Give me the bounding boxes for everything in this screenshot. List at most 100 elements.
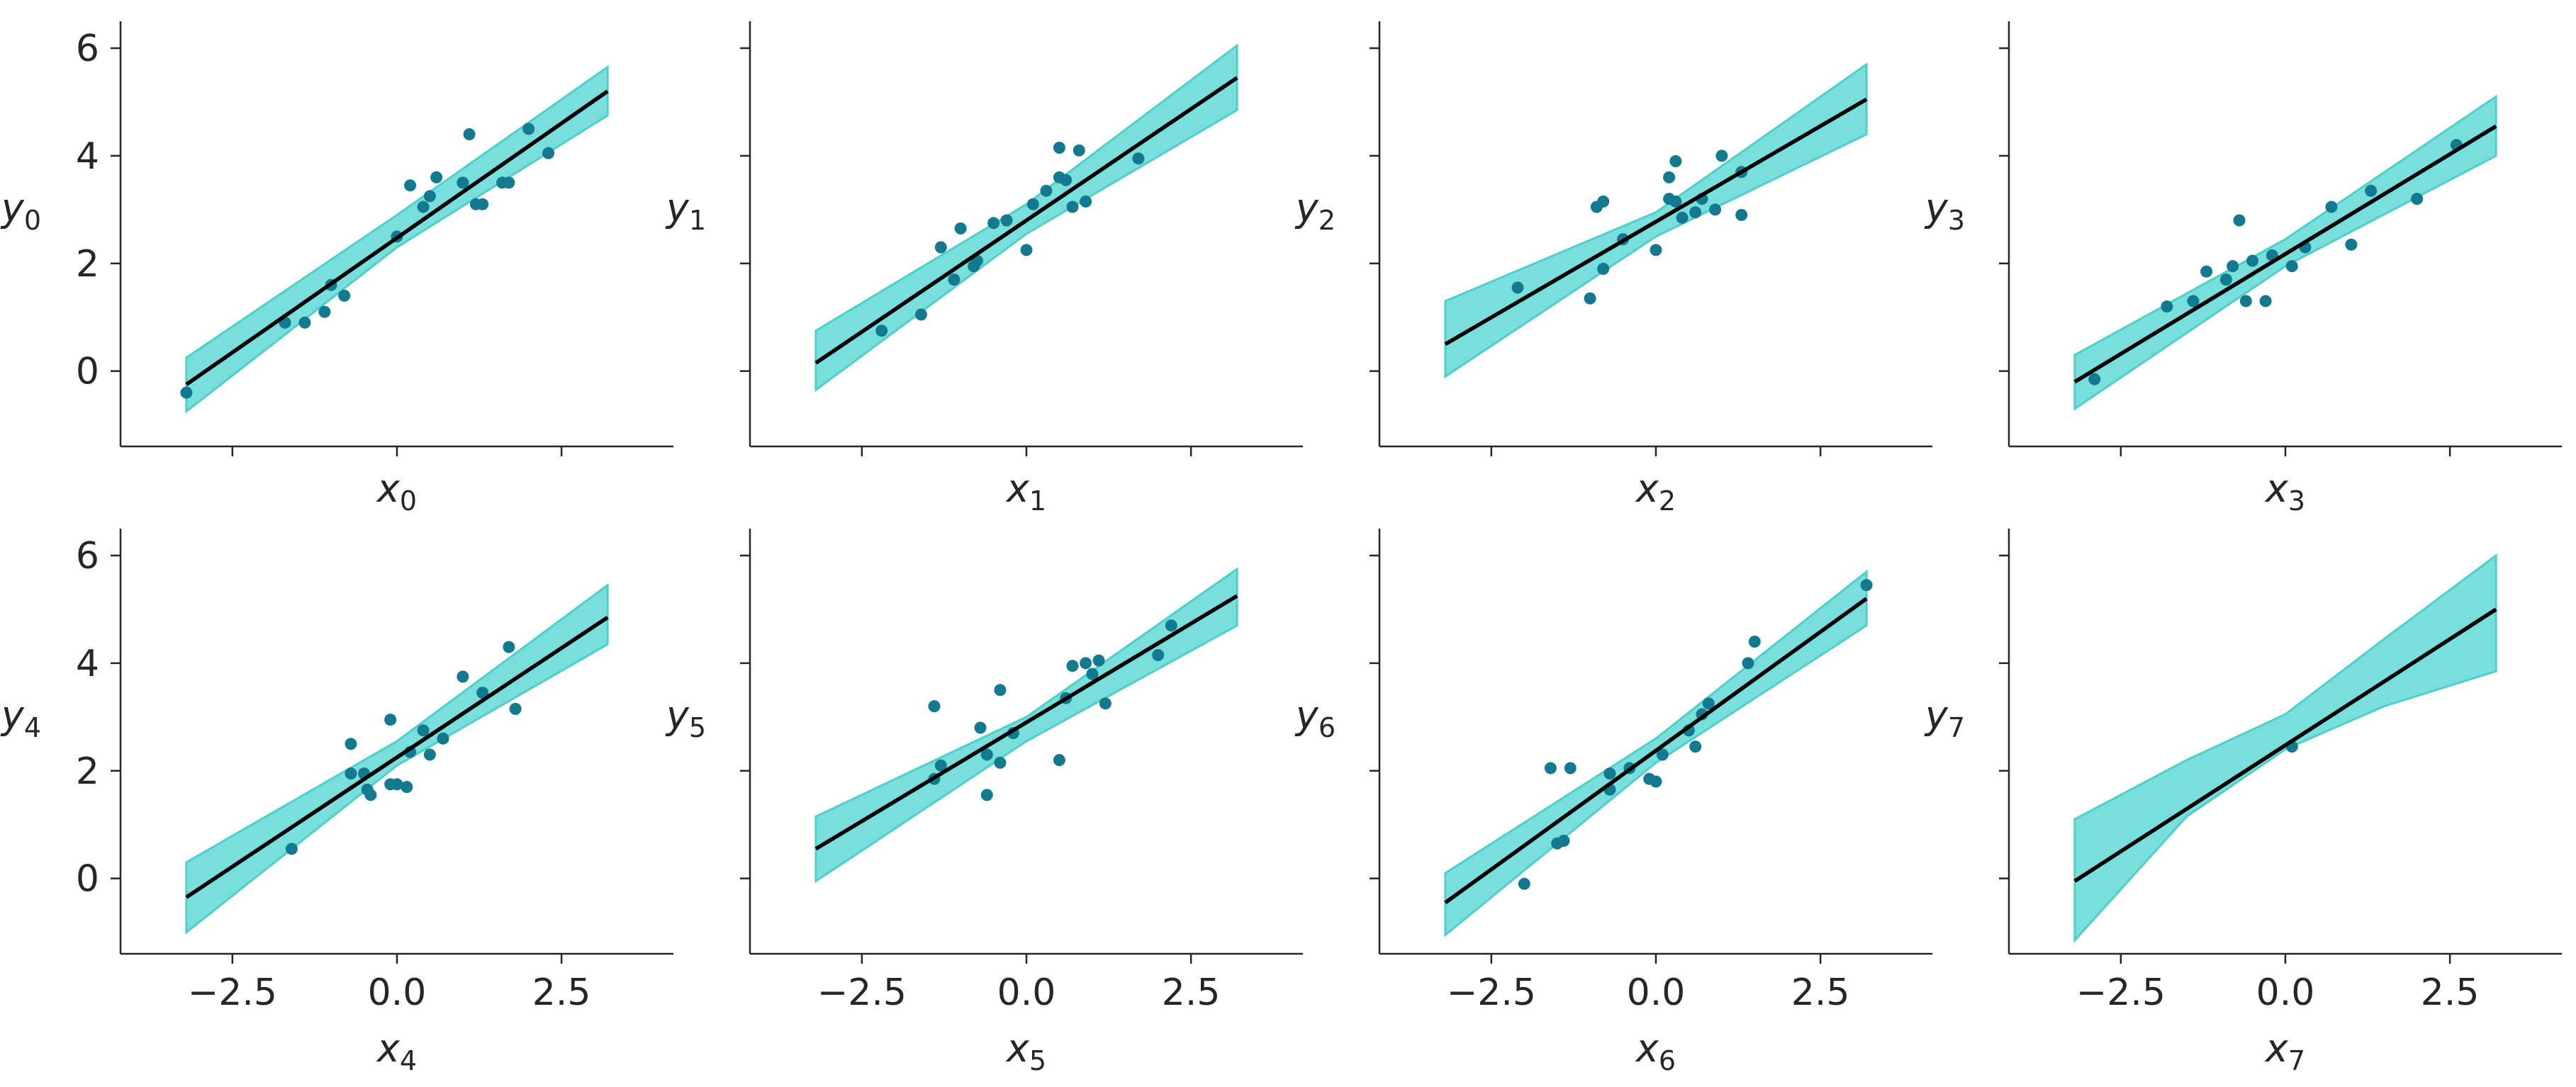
data-point (1152, 649, 1165, 661)
regression-line (2073, 607, 2497, 883)
data-point (1557, 835, 1570, 847)
subplot-3: x3 y3 (1924, 21, 2562, 517)
regression-line (814, 76, 1238, 365)
data-point (1689, 740, 1702, 753)
data-point (1715, 150, 1728, 162)
x-axis-label: x3 (2264, 466, 2305, 517)
data-point (2088, 373, 2101, 385)
data-point (180, 386, 193, 399)
data-point (1086, 668, 1099, 680)
x-tick-label: 0.0 (2256, 971, 2315, 1014)
x-tick-label: 2.5 (2421, 971, 2480, 1014)
x-axis-label: x6 (1635, 1026, 1676, 1076)
data-point (457, 176, 469, 189)
data-point (948, 274, 961, 286)
data-point (476, 198, 489, 210)
data-point (430, 171, 443, 184)
data-point (994, 756, 1007, 769)
data-point (2187, 295, 2200, 308)
data-point (391, 778, 403, 791)
data-point (1669, 195, 1682, 208)
data-point (1060, 174, 1073, 186)
data-point (1511, 281, 1524, 294)
data-point (1132, 152, 1145, 165)
data-point (542, 147, 555, 159)
data-point (2285, 260, 2298, 273)
y-tick-label: 2 (76, 750, 99, 793)
data-point (914, 308, 927, 321)
regression-line (1444, 97, 1868, 347)
x-tick-label: −2.5 (2076, 971, 2166, 1014)
data-point (1073, 144, 1085, 157)
data-point (463, 128, 476, 140)
data-point (476, 687, 489, 699)
data-point (1020, 244, 1033, 257)
subplot-5: −2.5 0.0 2.5 x5 y5 (665, 529, 1303, 1076)
data-point (1676, 211, 1689, 224)
data-point (1040, 184, 1053, 197)
data-point (285, 843, 298, 855)
data-point (2345, 238, 2358, 251)
data-point (934, 241, 947, 254)
regression-line (185, 616, 609, 899)
x-tick-label: 2.5 (532, 971, 591, 1014)
x-tick-label: 2.5 (1791, 971, 1850, 1014)
regression-line (185, 89, 609, 386)
data-point (1000, 214, 1013, 227)
credible-band (2073, 553, 2497, 943)
data-point (1597, 262, 1610, 275)
x-axis-label: x4 (376, 1026, 417, 1076)
data-point (1742, 657, 1754, 670)
y-tick-label: 0 (76, 351, 99, 393)
y-axis-label: y5 (665, 693, 706, 743)
y-tick-label: 2 (76, 243, 99, 286)
data-point (417, 724, 430, 737)
regression-line (2073, 124, 2497, 384)
x-tick-label: 0.0 (1627, 971, 1686, 1014)
credible-band (814, 567, 1238, 884)
data-point (2161, 300, 2173, 312)
data-point (1860, 579, 1873, 592)
y-axis-label: y4 (0, 693, 41, 743)
subplot-4: −2.5 0.0 2.5 0 2 4 6 x4 y4 (0, 529, 673, 1076)
data-point (1099, 697, 1111, 710)
y-axis-label: y6 (1294, 693, 1335, 743)
y-tick-label: 0 (76, 858, 99, 901)
x-axis-label: x7 (2264, 1026, 2305, 1076)
data-point (437, 732, 449, 745)
data-point (974, 721, 987, 734)
data-point (2200, 265, 2213, 278)
data-point (364, 789, 377, 801)
data-point (875, 325, 888, 337)
data-point (2246, 254, 2259, 267)
data-point (417, 201, 430, 213)
data-point (2411, 193, 2424, 205)
x-tick-label: 0.0 (368, 971, 427, 1014)
data-point (994, 684, 1007, 697)
data-point (1584, 292, 1596, 305)
x-axis-label: x1 (1005, 466, 1046, 517)
x-axis-label: x5 (1005, 1026, 1046, 1076)
data-point (2227, 260, 2239, 273)
data-point (2219, 274, 2232, 286)
x-axis-label: x2 (1635, 466, 1676, 517)
data-point (1066, 660, 1079, 672)
data-point (503, 641, 515, 653)
data-point (1544, 762, 1557, 775)
regression-line (814, 594, 1238, 851)
data-point (1702, 697, 1715, 710)
data-point (318, 305, 331, 318)
y-axis-label: y0 (0, 186, 41, 236)
data-point (345, 738, 357, 750)
data-point (1564, 762, 1577, 775)
subplot-2: x2 y2 (1294, 21, 1932, 517)
y-tick-label: 6 (76, 28, 99, 70)
data-point (1053, 754, 1065, 767)
data-point (980, 789, 993, 801)
y-axis-label: y1 (665, 186, 706, 236)
data-point (1650, 775, 1662, 788)
data-point (928, 700, 941, 713)
subplot-6: −2.5 0.0 2.5 x6 y6 (1294, 529, 1932, 1076)
